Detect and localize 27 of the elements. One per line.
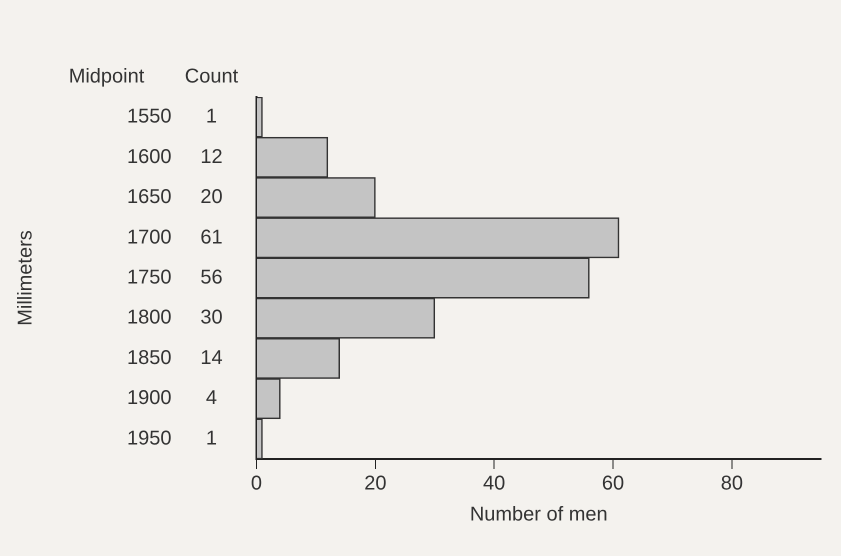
data-label: 14 xyxy=(200,346,223,369)
x-tick-label: 20 xyxy=(364,472,386,495)
y-tick-label: 1750 xyxy=(126,266,172,289)
text: Midpoint xyxy=(68,65,145,88)
data-label: 61 xyxy=(200,226,223,248)
data-label: 1 xyxy=(206,427,218,450)
x-axis-title: Number of men xyxy=(470,504,608,526)
y-tick-label: 1650 xyxy=(126,186,172,208)
y-tick-label: 1600 xyxy=(126,146,172,168)
data-label: 20 xyxy=(200,186,223,208)
y-tick-label: 1850 xyxy=(126,346,172,369)
data-label: 4 xyxy=(206,387,218,410)
y-axis-title: Millimeters xyxy=(14,230,37,326)
data-label: 56 xyxy=(200,266,223,289)
data-label: 12 xyxy=(200,146,223,168)
x-tick-label: 80 xyxy=(720,472,743,495)
text: Count xyxy=(184,65,239,88)
x-tick-label: 0 xyxy=(250,472,262,495)
data-label: 30 xyxy=(200,306,223,329)
y-tick-label: 1950 xyxy=(126,427,172,450)
y-tick-label: 1550 xyxy=(126,106,172,128)
x-tick-label: 40 xyxy=(483,472,506,495)
y-tick-label: 1900 xyxy=(126,387,172,410)
data-label: 1 xyxy=(206,106,218,128)
y-tick-label: 1800 xyxy=(126,306,172,329)
y-tick-label: 1700 xyxy=(126,226,172,248)
x-tick-label: 60 xyxy=(602,472,624,495)
